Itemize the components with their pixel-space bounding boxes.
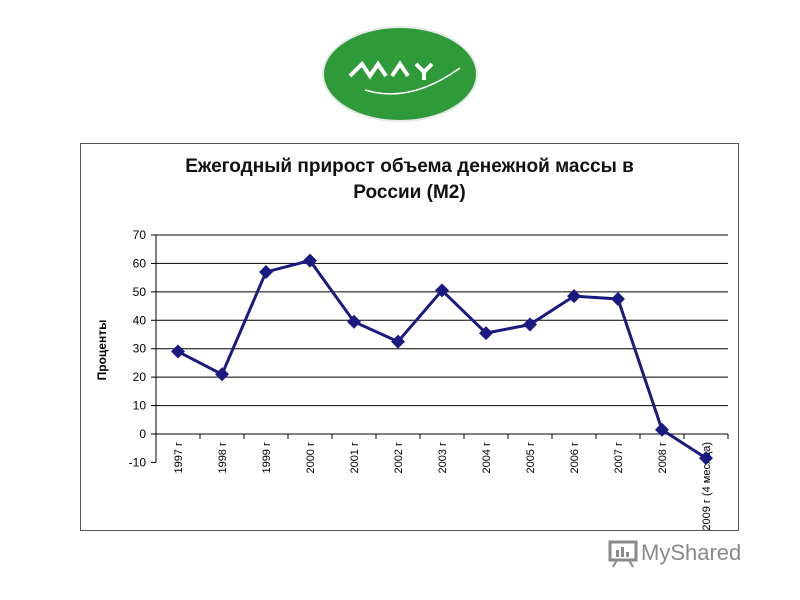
y-axis-label: Проценты [95, 320, 109, 381]
x-tick-label: 2002 г [393, 442, 405, 474]
x-tick-label: 2008 г [657, 442, 669, 474]
y-tick-label: 0 [139, 427, 146, 441]
data-point [435, 283, 449, 298]
y-tick-label: 70 [133, 228, 147, 242]
rway-logo [322, 26, 478, 122]
chart-title-line-2: России (М2) [353, 182, 466, 203]
y-tick-label: 40 [133, 313, 147, 327]
x-tick-label: 2000 г [305, 442, 317, 474]
y-tick-label: -10 [129, 455, 147, 469]
x-tick-label: 2009 г (4 месяца) [701, 442, 713, 531]
x-tick-label: 1999 г [261, 442, 273, 474]
x-tick-label: 1998 г [217, 442, 229, 474]
y-tick-label: 60 [133, 256, 147, 270]
presentation-icon [608, 540, 638, 568]
watermark: MyShared [607, 538, 741, 568]
x-tick-label: 2004 г [481, 442, 493, 474]
data-point [303, 253, 317, 268]
y-tick-label: 20 [133, 370, 147, 384]
y-tick-label: 10 [133, 399, 147, 413]
x-tick-label: 2007 г [613, 442, 625, 474]
data-point [391, 334, 405, 349]
chart-title: Ежегодный прирост объема денежной массы … [80, 154, 739, 206]
x-tick-label: 2005 г [525, 442, 537, 474]
data-point [171, 344, 185, 359]
x-tick-label: 2001 г [349, 442, 361, 474]
watermark-text: MyShared [641, 540, 742, 565]
data-point [479, 326, 493, 341]
data-point [655, 422, 669, 437]
data-point [611, 291, 625, 306]
data-point [699, 451, 713, 466]
y-tick-label: 50 [133, 285, 147, 299]
x-tick-label: 2003 г [437, 442, 449, 474]
data-point [259, 264, 273, 279]
chart-title-line-1: Ежегодный прирост объема денежной массы … [185, 156, 634, 177]
data-point [523, 317, 537, 332]
chart-frame [80, 143, 739, 531]
data-point [215, 367, 229, 382]
y-tick-label: 30 [133, 342, 147, 356]
data-point [567, 289, 581, 304]
x-tick-label: 2006 г [569, 442, 581, 474]
x-tick-label: 1997 г [173, 442, 185, 474]
data-point [347, 314, 361, 329]
